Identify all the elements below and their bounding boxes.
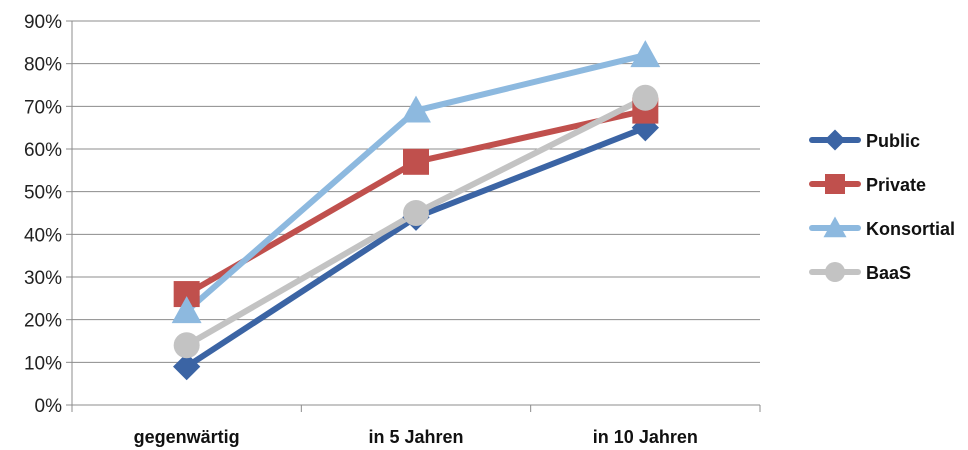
- y-tick-label: 30%: [24, 268, 62, 289]
- series-line: [183, 52, 649, 315]
- legend-swatch-marker: [825, 174, 845, 194]
- y-tick-label: 0%: [35, 396, 63, 417]
- y-tick-label: 20%: [24, 311, 62, 332]
- y-tick-label: 70%: [24, 97, 62, 118]
- y-tick-label: 40%: [24, 225, 62, 246]
- data-point: [403, 148, 429, 175]
- y-tick-label: 50%: [24, 183, 62, 204]
- data-point: [401, 95, 431, 123]
- data-point: [171, 296, 202, 324]
- data-markers: [171, 40, 661, 381]
- data-point: [173, 332, 200, 359]
- legend-swatch-marker: [825, 262, 845, 282]
- data-point: [630, 40, 661, 68]
- x-tick-label: in 10 Jahren: [593, 427, 698, 447]
- y-tick-label: 60%: [24, 140, 62, 161]
- gridlines: [72, 20, 760, 363]
- legend: Public Private Konsortial BaaS: [809, 129, 955, 283]
- legend-label: BaaS: [866, 263, 911, 283]
- data-point: [403, 200, 429, 226]
- data-point: [632, 84, 659, 111]
- legend-label: Konsortial: [866, 219, 955, 239]
- legend-label: Private: [866, 175, 926, 195]
- legend-swatch-marker: [823, 216, 847, 238]
- legend-swatch-marker: [824, 129, 846, 151]
- y-tick-label: 90%: [24, 12, 62, 33]
- data-point: [173, 352, 201, 381]
- legend-label: Public: [866, 131, 920, 151]
- y-tick-label: 80%: [24, 55, 62, 76]
- x-tick-label: in 5 Jahren: [368, 427, 463, 447]
- axes: 0% 10% 20% 30% 40% 50% 60% 70% 80% 90% gegenwärtig…: [24, 12, 761, 447]
- y-tick-label: 10%: [24, 353, 62, 374]
- x-tick-label: gegenwärtig: [134, 427, 240, 447]
